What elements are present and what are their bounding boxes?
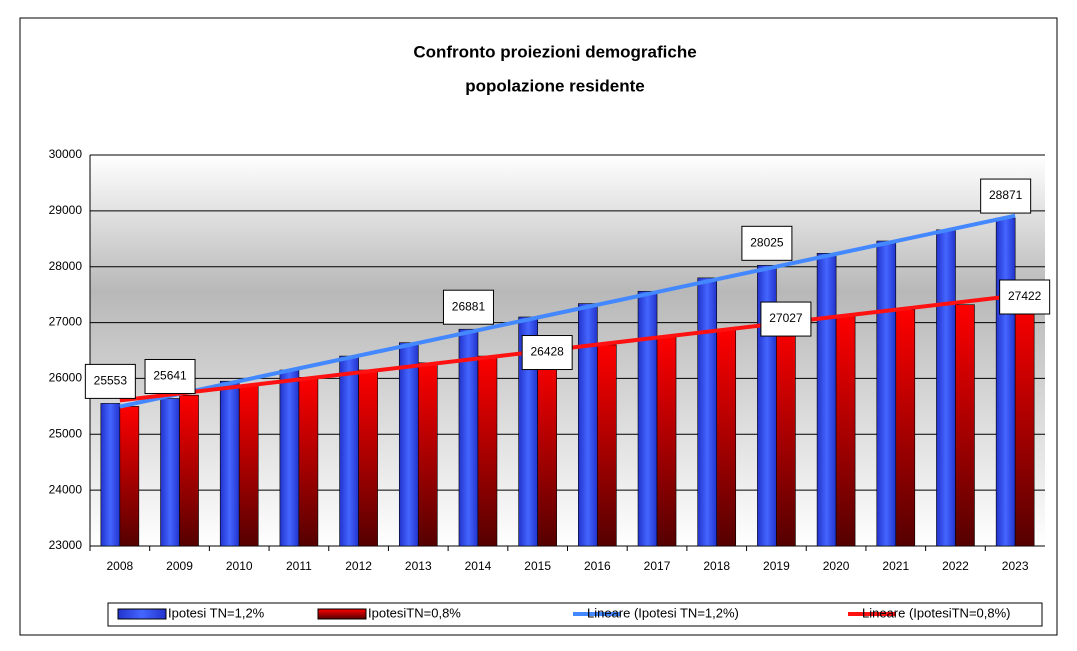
y-tick-label: 26000 bbox=[49, 371, 83, 385]
y-tick-label: 25000 bbox=[49, 426, 83, 440]
x-tick-label: 2017 bbox=[644, 559, 671, 573]
bar bbox=[100, 403, 121, 547]
bar bbox=[477, 355, 498, 547]
legend-swatch bbox=[117, 608, 167, 620]
bar bbox=[955, 304, 975, 547]
data-label: 25641 bbox=[153, 369, 187, 383]
legend-label: Lineare (IpotesiTN=0,8%) bbox=[862, 605, 1011, 620]
bar bbox=[417, 362, 438, 547]
x-tick-label: 2014 bbox=[465, 559, 492, 573]
x-tick-label: 2008 bbox=[106, 559, 133, 573]
data-label: 25553 bbox=[94, 374, 128, 388]
bar bbox=[398, 342, 419, 547]
data-label: 26428 bbox=[530, 345, 564, 359]
legend-label: IpotesiTN=0,8% bbox=[368, 605, 461, 620]
bar bbox=[697, 277, 718, 547]
bar bbox=[876, 240, 897, 547]
bar bbox=[298, 377, 319, 547]
data-label-box bbox=[999, 279, 1051, 315]
bar bbox=[339, 355, 359, 547]
x-tick-label: 2022 bbox=[942, 559, 969, 573]
bar bbox=[835, 315, 856, 547]
legend-label: Ipotesi TN=1,2% bbox=[168, 605, 265, 620]
bar bbox=[179, 394, 199, 547]
bar bbox=[816, 253, 837, 547]
x-tick-label: 2016 bbox=[584, 559, 611, 573]
data-label-box bbox=[741, 225, 793, 261]
bar bbox=[637, 290, 658, 547]
data-label-box bbox=[442, 289, 494, 325]
bar bbox=[656, 336, 677, 547]
data-label-box bbox=[84, 363, 136, 399]
bar bbox=[895, 309, 916, 547]
x-tick-label: 2018 bbox=[703, 559, 730, 573]
y-tick-label: 24000 bbox=[49, 482, 83, 496]
bar bbox=[578, 303, 598, 547]
bar bbox=[716, 328, 737, 547]
x-tick-label: 2015 bbox=[524, 559, 551, 573]
y-tick-label: 23000 bbox=[49, 538, 83, 552]
x-tick-label: 2012 bbox=[345, 559, 372, 573]
data-label-box bbox=[760, 301, 812, 337]
x-tick-label: 2009 bbox=[166, 559, 193, 573]
data-label-box bbox=[144, 358, 196, 394]
data-label: 26881 bbox=[452, 299, 486, 313]
data-label: 28025 bbox=[750, 235, 784, 249]
y-tick-label: 27000 bbox=[49, 315, 83, 329]
x-tick-label: 2019 bbox=[763, 559, 790, 573]
bar bbox=[1014, 298, 1035, 547]
chart-title: popolazione residente bbox=[465, 76, 644, 95]
data-label: 28871 bbox=[989, 188, 1023, 202]
y-tick-label: 30000 bbox=[49, 147, 83, 161]
bar bbox=[936, 229, 956, 547]
trendline bbox=[119, 213, 1016, 409]
bar bbox=[238, 384, 259, 547]
data-label-box bbox=[980, 178, 1032, 214]
data-label: 27422 bbox=[1008, 289, 1042, 303]
bar bbox=[537, 354, 557, 547]
legend-label: Lineare (Ipotesi TN=1,2%) bbox=[587, 605, 739, 620]
x-tick-label: 2010 bbox=[226, 559, 253, 573]
bar bbox=[119, 406, 140, 547]
legend-swatch bbox=[317, 608, 367, 620]
x-tick-label: 2020 bbox=[823, 559, 850, 573]
data-label: 27027 bbox=[769, 311, 803, 325]
y-tick-label: 29000 bbox=[49, 203, 83, 217]
x-tick-label: 2013 bbox=[405, 559, 432, 573]
bar bbox=[776, 320, 796, 547]
x-tick-label: 2011 bbox=[286, 559, 312, 573]
y-tick-label: 28000 bbox=[49, 259, 83, 273]
x-tick-label: 2021 bbox=[882, 559, 909, 573]
x-tick-label: 2023 bbox=[1002, 559, 1029, 573]
bar bbox=[597, 344, 617, 547]
bar bbox=[279, 369, 300, 547]
bar bbox=[219, 380, 240, 547]
data-label-box bbox=[521, 335, 573, 371]
bar bbox=[160, 398, 180, 547]
chart-title: Confronto proiezioni demografiche bbox=[413, 42, 696, 61]
bar bbox=[358, 369, 378, 547]
bar bbox=[995, 217, 1016, 547]
